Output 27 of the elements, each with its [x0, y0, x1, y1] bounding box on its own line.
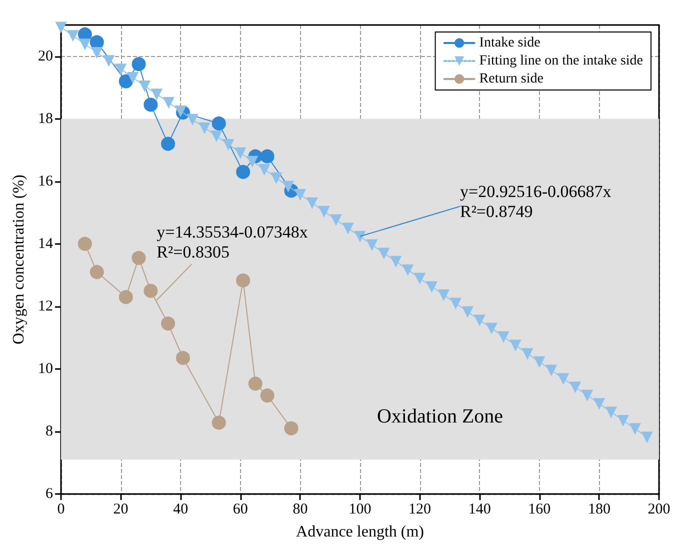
y-tick-label: 18: [38, 110, 53, 127]
y-tick-label: 20: [38, 48, 53, 64]
x-tick-label: 40: [173, 502, 188, 518]
x-tick-label: 160: [528, 502, 551, 518]
x-tick-label: 140: [468, 502, 491, 518]
x-tick-label: 0: [57, 502, 65, 518]
x-tick-label: 20: [113, 502, 128, 518]
x-tick-label: 60: [232, 502, 248, 518]
x-tick-label: 180: [588, 502, 610, 518]
annotation: y=20.92516-0.06687x R²=0.8749: [460, 182, 612, 221]
y-tick-label: 12: [38, 298, 53, 314]
x-tick-label: 120: [408, 502, 432, 518]
y-tick-label: 8: [46, 423, 53, 440]
band-label: Oxidation Zone: [376, 406, 504, 428]
x-axis-title: Advance length (m): [296, 524, 424, 540]
y-tick-label: 10: [38, 360, 53, 377]
y-tick-label: 14: [38, 236, 54, 252]
y-tick-label: 16: [38, 173, 54, 190]
x-tick-label: 100: [348, 502, 372, 518]
annotation: y=14.35534-0.07348x R²=0.8305: [156, 222, 308, 262]
x-tick-label: 200: [648, 502, 670, 518]
y-axis-title: Oxygen concentration (%): [10, 174, 28, 344]
legend-label: Return side: [479, 72, 544, 86]
legend-label: Fitting line on the intake side: [479, 54, 644, 68]
y-tick-label: 6: [46, 486, 54, 502]
legend-label: Intake side: [479, 36, 540, 50]
x-tick-label: 80: [292, 502, 308, 518]
